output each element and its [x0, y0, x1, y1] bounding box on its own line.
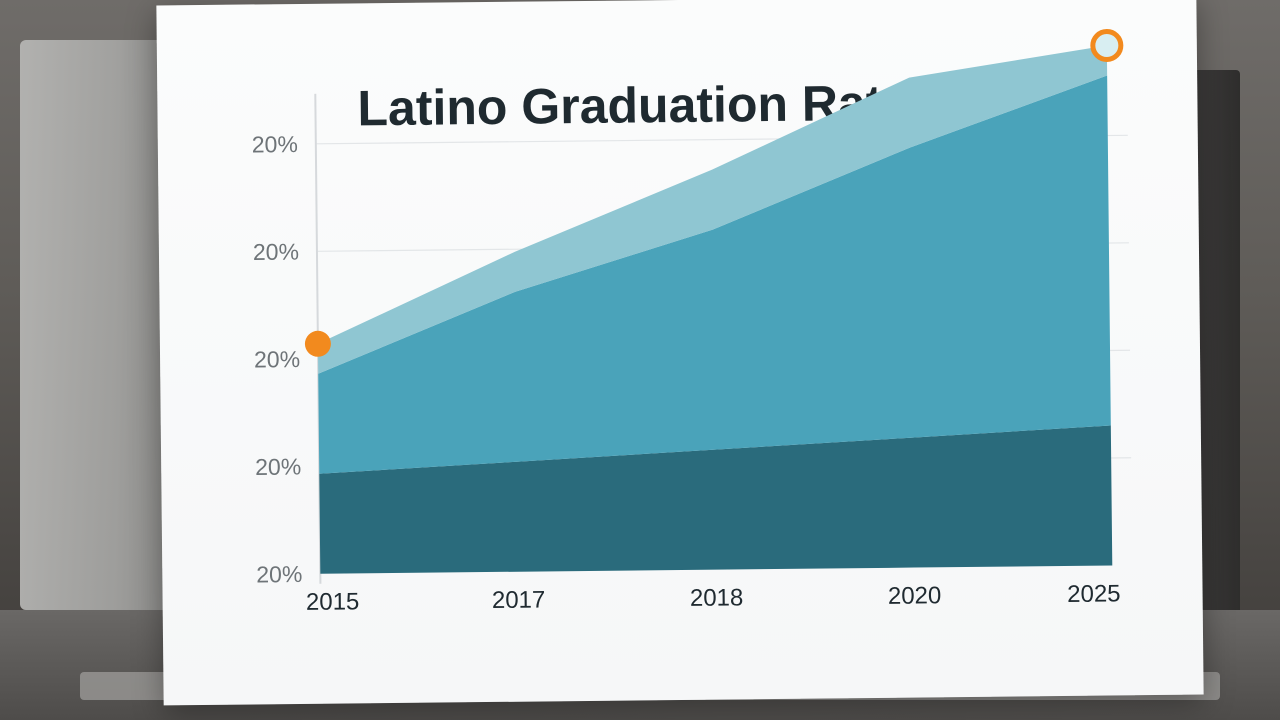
- x-tick-label: 2017: [492, 586, 546, 614]
- y-tick-label: 20%: [255, 453, 301, 479]
- area-band-bottom: [319, 425, 1113, 574]
- y-tick-label: 20%: [256, 561, 302, 587]
- chart-board: Latino Graduation Rates 20% 20% 20% 20% 20% …: [156, 0, 1204, 706]
- y-axis-ticks: 20% 20% 20% 20% 20%: [252, 131, 303, 587]
- x-tick-label: 2015: [306, 588, 360, 616]
- start-marker: [304, 330, 331, 357]
- markers: [304, 29, 1124, 357]
- y-tick-label: 20%: [254, 346, 300, 372]
- y-tick-label: 20%: [253, 238, 299, 264]
- area-band-middle: [318, 75, 1111, 474]
- background-monitor: [20, 40, 180, 610]
- area-band-top: [317, 45, 1108, 374]
- y-tick-label: 20%: [252, 131, 298, 157]
- x-axis-ticks: 2015 2017 2018 2020 2025: [306, 580, 1121, 616]
- x-tick-label: 2025: [1067, 580, 1121, 608]
- end-marker: [1090, 29, 1124, 63]
- x-tick-label: 2018: [690, 584, 744, 612]
- area-chart: Latino Graduation Rates 20%20%20%20%20% …: [252, 29, 1132, 616]
- x-tick-label: 2020: [888, 582, 942, 610]
- area-series: [317, 45, 1113, 574]
